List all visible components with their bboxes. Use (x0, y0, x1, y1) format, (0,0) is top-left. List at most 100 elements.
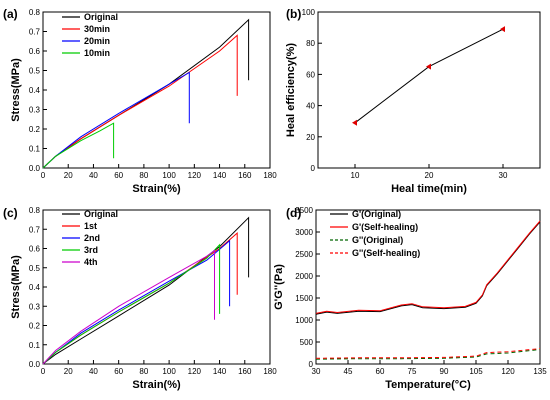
panel-label: (b) (286, 7, 301, 21)
y-tick-label: 0.0 (29, 360, 41, 369)
x-tick-label: 30 (312, 367, 321, 376)
plot-frame (42, 11, 271, 169)
legend-label: Original (84, 209, 118, 219)
y-tick-label: 0.1 (29, 341, 41, 350)
x-tick-label: 120 (188, 171, 202, 180)
y-tick-label: 1000 (295, 316, 313, 325)
series-line-g-self-healing- (315, 220, 541, 314)
data-point (500, 26, 505, 33)
y-axis-label: Stress(MPa) (10, 255, 22, 319)
legend-label: Original (84, 12, 118, 22)
series-line-original (42, 18, 250, 169)
x-tick-label: 40 (89, 171, 98, 180)
panel-label: (c) (3, 206, 18, 220)
x-tick-label: 180 (263, 367, 277, 376)
y-tick-label: 0.0 (29, 164, 41, 173)
legend-label: 10min (84, 48, 110, 58)
y-tick-label: 500 (300, 338, 314, 347)
y-tick-label: 0.7 (29, 225, 41, 234)
x-axis-label: Temperature(°C) (385, 379, 471, 391)
y-tick-label: 0.3 (29, 106, 41, 115)
y-tick-label: 0.2 (29, 322, 41, 331)
panel-label: (a) (3, 7, 18, 21)
legend-label: 2nd (84, 233, 100, 243)
x-tick-label: 10 (351, 171, 360, 180)
x-tick-label: 30 (499, 171, 508, 180)
y-axis-label: G'G''(Pa) (273, 264, 285, 310)
y-tick-label: 100 (302, 8, 316, 17)
series-line-original (42, 216, 250, 365)
legend-label: G''(Original) (352, 235, 403, 245)
series-line-data (354, 28, 504, 124)
x-axis-label: Strain(%) (132, 379, 181, 391)
legend-label: 20min (84, 36, 110, 46)
series-line-g-original- (315, 221, 541, 315)
x-axis-label: Heal time(min) (391, 183, 467, 195)
x-tick-label: 45 (344, 367, 353, 376)
x-tick-label: 20 (425, 171, 434, 180)
x-tick-label: 20 (64, 367, 73, 376)
x-tick-label: 160 (238, 367, 252, 376)
y-tick-label: 0.6 (29, 47, 41, 56)
series-line-3rd (42, 243, 221, 365)
y-tick-label: 0.5 (29, 264, 41, 273)
legend-label: G''(Self-healing) (352, 248, 420, 258)
y-tick-label: 80 (306, 39, 315, 48)
y-tick-label: 0.4 (29, 86, 41, 95)
legend-label: G'(Original) (352, 209, 401, 219)
y-tick-label: 0.2 (29, 125, 41, 134)
x-tick-label: 135 (533, 367, 547, 376)
legend-label: 3rd (84, 245, 98, 255)
x-tick-label: 105 (469, 367, 483, 376)
x-tick-label: 120 (188, 367, 202, 376)
y-axis-label: Stress(MPa) (10, 58, 22, 122)
y-tick-label: 0.8 (29, 206, 41, 215)
x-tick-label: 180 (263, 171, 277, 180)
series-line-10min (42, 122, 115, 169)
x-tick-label: 140 (213, 171, 227, 180)
panel-2: 0 20 40 60 80 100 120 140 160 180 0.0 0.1 0.2 0.3 0.4 0… (3, 206, 277, 391)
plot-frame (317, 11, 541, 169)
series-line-g-self-healing- (315, 348, 541, 359)
y-tick-label: 0.7 (29, 28, 41, 37)
x-tick-label: 140 (213, 367, 227, 376)
series-line-4th (42, 249, 215, 365)
x-tick-label: 0 (41, 171, 46, 180)
y-tick-label: 0.1 (29, 145, 41, 154)
x-tick-label: 120 (501, 367, 515, 376)
plot-frame (315, 209, 541, 365)
data-point (352, 119, 357, 126)
y-tick-label: 40 (306, 102, 315, 111)
y-tick-label: 3000 (295, 228, 313, 237)
x-tick-label: 20 (64, 171, 73, 180)
series-line-g-original- (315, 349, 541, 360)
y-tick-label: 0 (311, 164, 316, 173)
panel-3: 30 45 60 75 90 105 120 135 0 500 1000 1500 2000 2500 3… (273, 206, 547, 391)
x-tick-label: 80 (139, 367, 148, 376)
x-tick-label: 40 (89, 367, 98, 376)
y-tick-label: 0.6 (29, 245, 41, 254)
data-point (426, 63, 431, 70)
panel-1: 10 20 30 0 20 40 60 80 100 Heal time(min) Heal eff… (285, 7, 541, 195)
x-tick-label: 60 (114, 171, 123, 180)
legend-label: 1st (84, 221, 97, 231)
x-tick-label: 100 (162, 367, 176, 376)
x-tick-label: 160 (238, 171, 252, 180)
x-axis-label: Strain(%) (132, 183, 181, 195)
y-tick-label: 2500 (295, 250, 313, 259)
y-tick-label: 0.3 (29, 302, 41, 311)
y-tick-label: 60 (306, 70, 315, 79)
x-tick-label: 100 (162, 171, 176, 180)
y-axis-label: Heal efficiency(%) (285, 43, 297, 137)
x-tick-label: 60 (376, 367, 385, 376)
y-tick-label: 2000 (295, 272, 313, 281)
x-tick-label: 60 (114, 367, 123, 376)
x-tick-label: 75 (408, 367, 417, 376)
x-tick-label: 0 (41, 367, 46, 376)
x-tick-label: 80 (139, 171, 148, 180)
y-tick-label: 1500 (295, 294, 313, 303)
panel-label: (d) (286, 206, 301, 220)
y-tick-label: 0.8 (29, 8, 41, 17)
y-tick-label: 0.5 (29, 67, 41, 76)
